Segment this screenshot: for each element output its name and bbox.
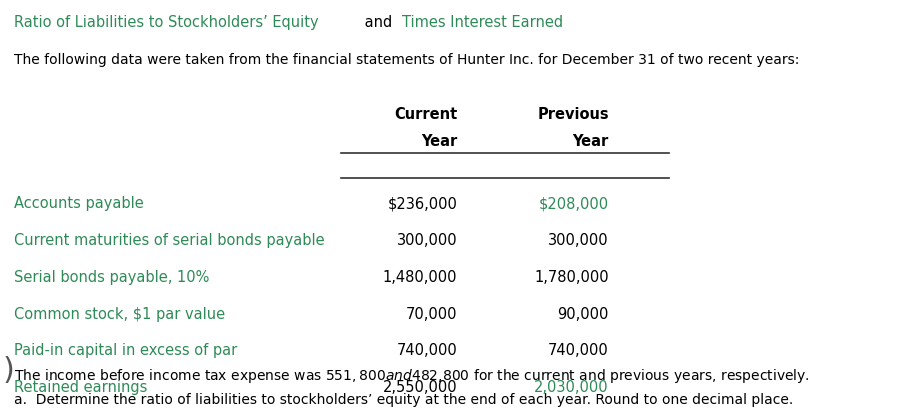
Text: 740,000: 740,000 [548,344,609,358]
Text: Serial bonds payable, 10%: Serial bonds payable, 10% [15,270,210,285]
Text: 90,000: 90,000 [558,307,609,322]
Text: Paid-in capital in excess of par: Paid-in capital in excess of par [15,344,238,358]
Text: Retained earnings: Retained earnings [15,380,148,395]
Text: Year: Year [572,134,609,149]
Text: 1,780,000: 1,780,000 [534,270,609,285]
Text: 2,550,000: 2,550,000 [383,380,457,395]
Text: and: and [360,15,397,30]
Text: Common stock, $1 par value: Common stock, $1 par value [15,307,226,322]
Text: 1,480,000: 1,480,000 [383,270,457,285]
Text: Previous: Previous [537,107,609,122]
Text: $208,000: $208,000 [539,197,609,211]
Text: Current: Current [394,107,457,122]
Text: Ratio of Liabilities to Stockholders’ Equity: Ratio of Liabilities to Stockholders’ Eq… [15,15,319,30]
Text: 2,030,000: 2,030,000 [534,380,609,395]
Text: 70,000: 70,000 [405,307,457,322]
Text: $236,000: $236,000 [387,197,457,211]
Text: Current maturities of serial bonds payable: Current maturities of serial bonds payab… [15,233,325,248]
Text: 740,000: 740,000 [396,344,457,358]
Text: 300,000: 300,000 [396,233,457,248]
Text: The income before income tax expense was $551,800 and $482,800 for the current a: The income before income tax expense was… [15,367,810,385]
Text: a.  Determine the ratio of liabilities to stockholders’ equity at the end of eac: a. Determine the ratio of liabilities to… [15,393,794,407]
Text: ): ) [3,356,15,385]
Text: 300,000: 300,000 [548,233,609,248]
Text: The following data were taken from the financial statements of Hunter Inc. for D: The following data were taken from the f… [15,53,800,67]
Text: Accounts payable: Accounts payable [15,197,144,211]
Text: Year: Year [421,134,457,149]
Text: Times Interest Earned: Times Interest Earned [402,15,563,30]
